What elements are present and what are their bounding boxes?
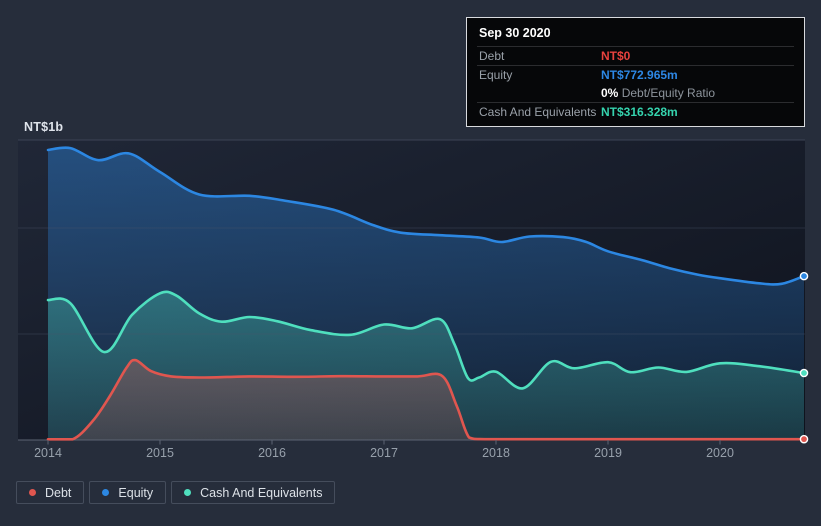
tooltip-ratio-text: Debt/Equity Ratio <box>621 86 716 100</box>
legend-debt-label: Debt <box>45 485 72 500</box>
cash-and-equivalents-line <box>46 290 806 390</box>
x-axis-label: 2017 <box>370 446 398 460</box>
debt-dot-icon <box>29 489 36 496</box>
debt-line <box>46 358 806 441</box>
tooltip-date: Sep 30 2020 <box>477 22 794 47</box>
legend-chip-debt[interactable]: Debt <box>16 481 85 504</box>
tooltip-ratio: 0% Debt/Equity Ratio <box>601 86 715 100</box>
cash-and-equivalents-end-dot[interactable] <box>799 368 809 378</box>
legend-chip-equity[interactable]: Equity <box>89 481 167 504</box>
cash-dot-icon <box>184 489 192 496</box>
x-axis-label: 2015 <box>146 446 174 460</box>
equity-line <box>46 146 806 286</box>
x-axis-label: 2016 <box>258 446 286 460</box>
tooltip-cash-value: NT$316.328m <box>601 105 678 119</box>
x-axis-label: 2019 <box>594 446 622 460</box>
tooltip-debt-value: NT$0 <box>601 49 631 63</box>
tooltip-row-equity: Equity NT$772.965m <box>477 66 794 84</box>
x-axis-label: 2018 <box>482 446 510 460</box>
x-axis-label: 2020 <box>706 446 734 460</box>
equity-dot-icon <box>102 489 110 496</box>
legend-chip-cash[interactable]: Cash And Equivalents <box>171 481 336 504</box>
chart-legend: Debt Equity Cash And Equivalents <box>16 481 336 504</box>
tooltip-debt-label: Debt <box>479 49 505 63</box>
legend-equity-label: Equity <box>118 485 154 500</box>
tooltip-ratio-pct: 0% <box>601 86 619 100</box>
x-axis-label: 2014 <box>34 446 62 460</box>
chart-tooltip: Sep 30 2020 Debt NT$0 Equity NT$772.965m… <box>466 17 805 127</box>
tooltip-equity-label: Equity <box>479 68 513 82</box>
tooltip-row-cash: Cash And Equivalents NT$316.328m <box>477 103 794 121</box>
debt-area <box>48 360 804 440</box>
debt-end-dot[interactable] <box>799 434 809 444</box>
equity-end-dot[interactable] <box>799 271 809 281</box>
tooltip-cash-label: Cash And Equivalents <box>479 105 597 119</box>
legend-cash-label: Cash And Equivalents <box>200 485 323 500</box>
tooltip-equity-value: NT$772.965m <box>601 68 678 82</box>
y-axis-label-max: NT$1b <box>24 120 64 134</box>
tooltip-row-debt: Debt NT$0 <box>477 47 794 66</box>
tooltip-row-ratio: 0% Debt/Equity Ratio <box>477 84 794 103</box>
